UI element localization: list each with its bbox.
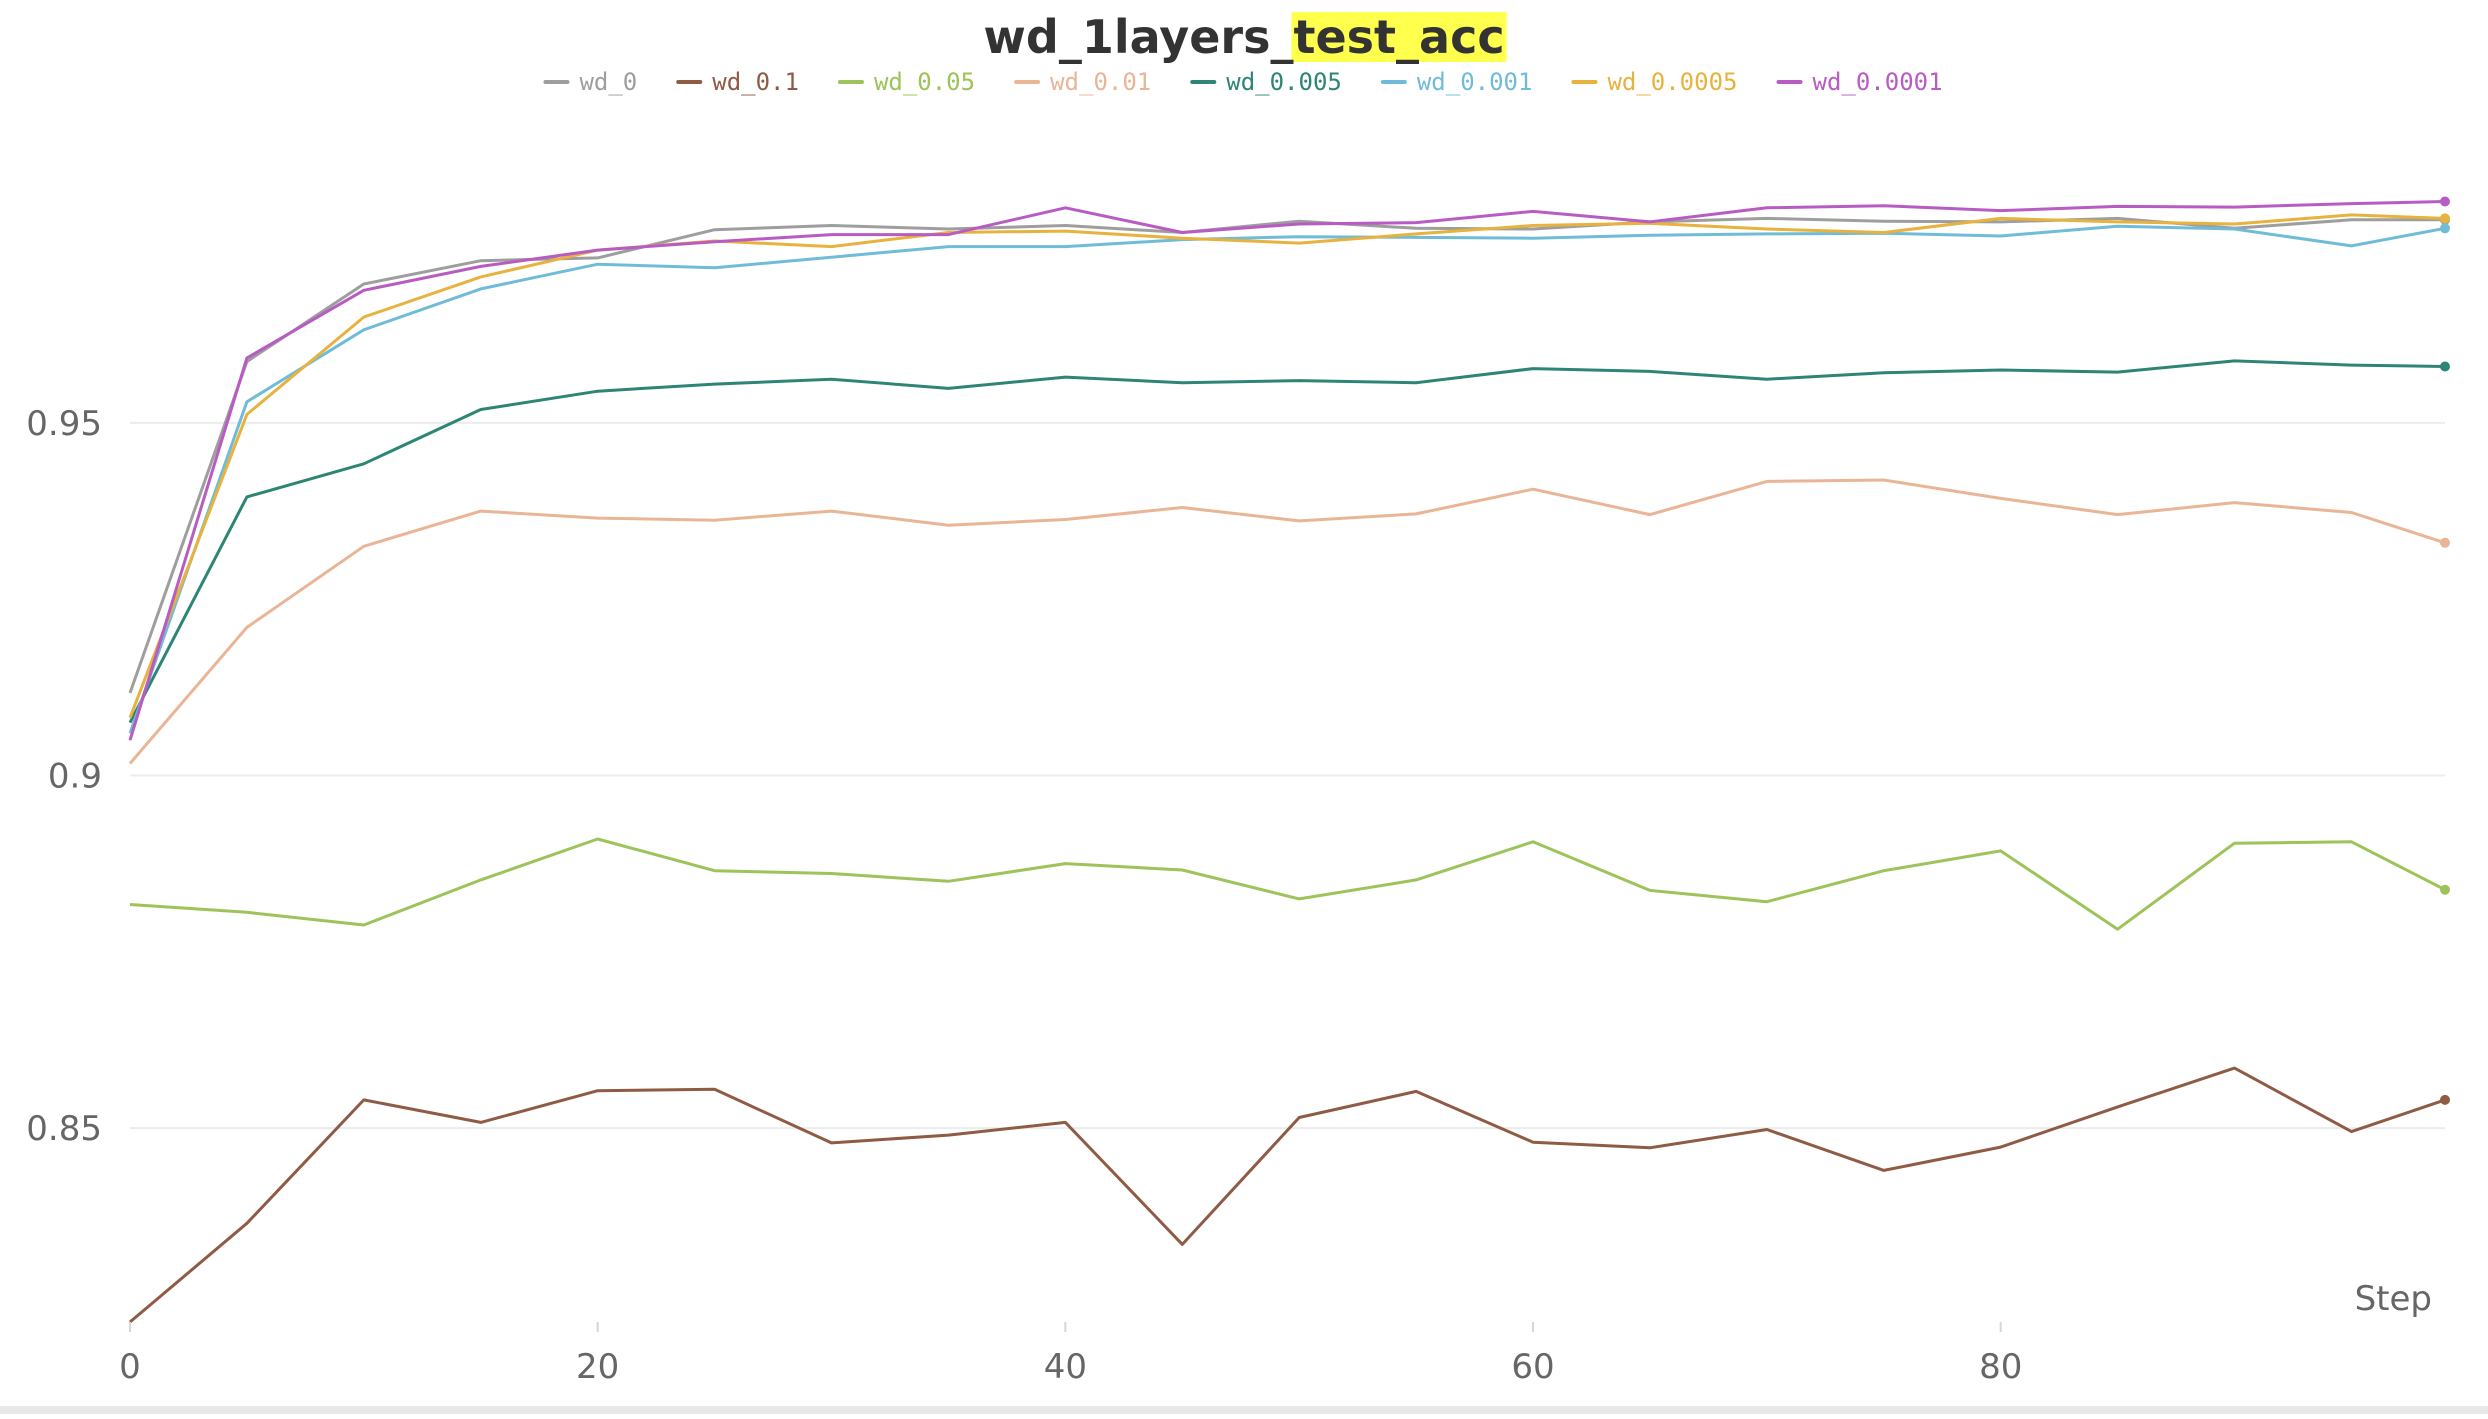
legend-label: wd_0.1 xyxy=(712,68,799,96)
legend-label: wd_0.0001 xyxy=(1813,68,1943,96)
legend-item[interactable]: wd_0.0001 xyxy=(1776,68,1943,96)
x-axis-label: Step xyxy=(2355,1279,2432,1319)
title-part: wd_1layers_ xyxy=(983,10,1293,64)
series-end-point xyxy=(2440,196,2450,207)
legend-label: wd_0.01 xyxy=(1050,68,1151,96)
legend-item[interactable]: wd_0.1 xyxy=(676,68,799,96)
legend-item[interactable]: wd_0.005 xyxy=(1190,68,1342,96)
legend-label: wd_0.05 xyxy=(874,68,975,96)
title-highlighted-part: test_acc xyxy=(1293,10,1504,64)
series-lines xyxy=(128,196,2450,1324)
legend[interactable]: wd_0 wd_0.1 wd_0.05 wd_0.01 wd_0.005 wd_0.001… xyxy=(543,68,1943,96)
legend-label: wd_0.005 xyxy=(1226,68,1342,96)
x-tick-label: 40 xyxy=(1044,1347,1087,1387)
legend-label: wd_0.001 xyxy=(1417,68,1533,96)
legend-item[interactable]: wd_0.05 xyxy=(837,68,975,96)
series-end-point xyxy=(2440,361,2450,372)
series-line-wd_0.005 xyxy=(128,359,2446,724)
chart-title: wd_1layers_test_acc xyxy=(983,10,1507,64)
series-line-wd_0.05 xyxy=(129,837,2446,931)
legend-label: wd_0 xyxy=(579,68,637,96)
series-line-wd_0.0005 xyxy=(128,213,2446,719)
bottom-divider xyxy=(0,1406,2488,1414)
y-tick-label: 0.85 xyxy=(26,1109,102,1149)
axes: 0.85 0.9 0.95 0 20 40 60 80 Step xyxy=(26,404,2432,1387)
series-line-wd_0.01 xyxy=(128,478,2446,765)
chart-title-text: wd_1layers_test_acc xyxy=(983,10,1504,64)
x-tick-label: 80 xyxy=(1979,1347,2022,1387)
series-end-point xyxy=(2440,884,2450,895)
series-end-point xyxy=(2440,223,2450,234)
x-tick-label: 0 xyxy=(119,1347,141,1387)
legend-item[interactable]: wd_0.001 xyxy=(1380,68,1533,96)
series-line-wd_0.0001 xyxy=(128,200,2446,741)
grid xyxy=(130,421,2445,1130)
y-tick-label: 0.95 xyxy=(26,404,102,444)
legend-item[interactable]: wd_0.0005 xyxy=(1571,68,1737,96)
series-end-point xyxy=(2440,1094,2450,1105)
series-end-point xyxy=(2440,213,2450,224)
legend-item[interactable]: wd_0 xyxy=(543,68,637,96)
series-end-point xyxy=(2440,537,2450,548)
x-tick-label: 60 xyxy=(1511,1347,1554,1387)
series-line-wd_0.001 xyxy=(128,224,2446,734)
x-tick-label: 20 xyxy=(576,1347,619,1387)
title-highlight xyxy=(1291,12,1507,62)
y-tick-label: 0.9 xyxy=(48,756,102,796)
legend-label: wd_0.0005 xyxy=(1607,68,1737,96)
legend-item[interactable]: wd_0.01 xyxy=(1014,68,1151,96)
series-line-wd_0.1 xyxy=(129,1066,2446,1324)
